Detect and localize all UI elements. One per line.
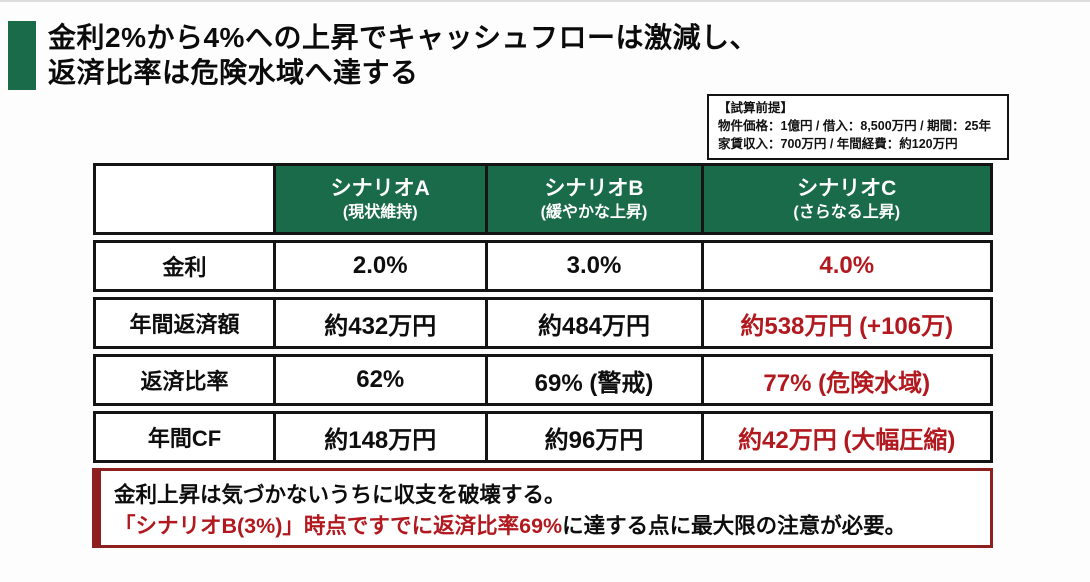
scenario-b-subtitle: (緩やかな上昇) (540, 203, 648, 221)
interest-scenario-b: 3.0% (484, 240, 701, 292)
table-header-row: シナリオA (現状維持) シナリオB (緩やかな上昇) シナリオC (さらなる上… (93, 163, 993, 235)
header-scenario-c: シナリオC (さらなる上昇) (700, 163, 993, 235)
interest-scenario-a: 2.0% (273, 240, 485, 292)
callout-line1: 金利上昇は気づかないうちに収支を破壊する。 (114, 483, 566, 507)
repayment-ratio-scenario-a: 62% (273, 354, 485, 406)
row-label-annual-cf: 年間CF (93, 411, 273, 463)
annual-cf-scenario-a: 約148万円 (273, 411, 485, 463)
header-scenario-a: シナリオA (現状維持) (273, 163, 485, 235)
callout-line2-rest: に達する点に最大限の注意が必要。 (562, 513, 907, 538)
title-accent-bar (8, 21, 36, 91)
assumptions-line1: 物件価格：1億円 / 借入：8,500万円 / 期間：25年 (718, 118, 991, 133)
annual-cf-scenario-b: 約96万円 (484, 411, 701, 463)
assumptions-box: 【試算前提】 物件価格：1億円 / 借入：8,500万円 / 期間：25年 家賃… (707, 94, 1009, 161)
scenario-c-subtitle: (さらなる上昇) (793, 203, 901, 221)
assumptions-heading: 【試算前提】 (718, 101, 794, 115)
scenario-b-name: シナリオB (544, 177, 644, 201)
repayment-ratio-scenario-b: 69% (警戒) (484, 354, 701, 406)
repayment-ratio-scenario-c: 77% (危険水域) (700, 354, 993, 406)
table-row-interest: 金利 2.0% 3.0% 4.0% (93, 240, 993, 292)
table-row-repayment-ratio: 返済比率 62% 69% (警戒) 77% (危険水域) (93, 354, 993, 406)
row-label-annual-repayment: 年間返済額 (93, 297, 273, 349)
page-title-line1: 金利2%から4%への上昇でキャッシュフローは激減し、 (48, 22, 758, 53)
callout-line2: 「シナリオB(3%)」時点ですでに返済比率69%に達する点に最大限の注意が必要。 (114, 511, 978, 542)
table-row-annual-repayment: 年間返済額 約432万円 約484万円 約538万円 (+106万) (93, 297, 993, 349)
annual-repayment-scenario-b: 約484万円 (484, 297, 701, 349)
warning-callout-box: 金利上昇は気づかないうちに収支を破壊する。 「シナリオB(3%)」時点ですでに返… (92, 468, 993, 548)
page-title: 金利2%から4%への上昇でキャッシュフローは激減し、 返済比率は危険水域へ達する (48, 21, 758, 90)
top-edge-line (0, 0, 1090, 2)
header-scenario-b: シナリオB (緩やかな上昇) (484, 163, 701, 235)
scenario-a-subtitle: (現状維持) (342, 203, 418, 221)
callout-line2-highlight: 「シナリオB(3%)」時点ですでに返済比率69% (114, 513, 563, 538)
header-empty-cell (93, 163, 273, 235)
page-title-line2: 返済比率は危険水域へ達する (48, 56, 419, 88)
scenario-c-name: シナリオC (797, 177, 897, 201)
table-row-annual-cf: 年間CF 約148万円 約96万円 約42万円 (大幅圧縮) (93, 411, 993, 463)
scenario-a-name: シナリオA (330, 177, 430, 201)
annual-repayment-scenario-c: 約538万円 (+106万) (700, 297, 993, 349)
interest-scenario-c: 4.0% (700, 240, 993, 292)
row-label-repayment-ratio: 返済比率 (93, 354, 273, 406)
scenario-table: シナリオA (現状維持) シナリオB (緩やかな上昇) シナリオC (さらなる上… (93, 158, 993, 468)
annual-cf-scenario-c: 約42万円 (大幅圧縮) (700, 411, 993, 463)
title-block: 金利2%から4%への上昇でキャッシュフローは激減し、 返済比率は危険水域へ達する (8, 21, 758, 91)
row-label-interest: 金利 (93, 240, 273, 292)
assumptions-line2: 家賃収入：700万円 / 年間経費：約120万円 (718, 136, 958, 151)
annual-repayment-scenario-a: 約432万円 (273, 297, 485, 349)
